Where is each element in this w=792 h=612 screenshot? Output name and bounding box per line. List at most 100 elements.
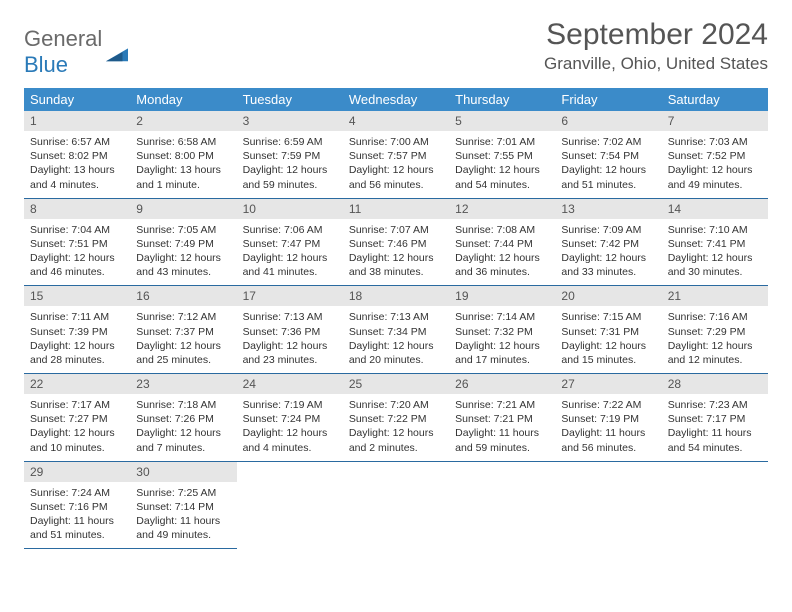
sunrise-line: Sunrise: 7:04 AM bbox=[30, 223, 124, 237]
day-number: 18 bbox=[343, 286, 449, 306]
sunrise-line: Sunrise: 7:02 AM bbox=[561, 135, 655, 149]
weekday-header: Friday bbox=[555, 88, 661, 111]
day-body: Sunrise: 7:10 AMSunset: 7:41 PMDaylight:… bbox=[662, 219, 768, 280]
day-cell: 18Sunrise: 7:13 AMSunset: 7:34 PMDayligh… bbox=[343, 286, 449, 374]
day-cell bbox=[343, 462, 449, 550]
sunrise-line: Sunrise: 7:08 AM bbox=[455, 223, 549, 237]
sunset-line: Sunset: 7:52 PM bbox=[668, 149, 762, 163]
daylight-line: Daylight: 12 hours and 17 minutes. bbox=[455, 339, 549, 367]
sunrise-line: Sunrise: 7:03 AM bbox=[668, 135, 762, 149]
sunset-line: Sunset: 7:41 PM bbox=[668, 237, 762, 251]
day-body: Sunrise: 7:08 AMSunset: 7:44 PMDaylight:… bbox=[449, 219, 555, 280]
day-cell: 1Sunrise: 6:57 AMSunset: 8:02 PMDaylight… bbox=[24, 111, 130, 199]
day-cell: 8Sunrise: 7:04 AMSunset: 7:51 PMDaylight… bbox=[24, 199, 130, 287]
sunrise-line: Sunrise: 7:19 AM bbox=[243, 398, 337, 412]
day-number: 24 bbox=[237, 374, 343, 394]
day-body: Sunrise: 7:23 AMSunset: 7:17 PMDaylight:… bbox=[662, 394, 768, 455]
day-cell: 23Sunrise: 7:18 AMSunset: 7:26 PMDayligh… bbox=[130, 374, 236, 462]
day-cell: 16 Sunrise: 7:12 AMSunset: 7:37 PMDayligh… bbox=[130, 286, 236, 374]
weekday-header: Monday bbox=[130, 88, 236, 111]
daylight-line: Daylight: 11 hours and 49 minutes. bbox=[136, 514, 230, 542]
day-number: 4 bbox=[343, 111, 449, 131]
day-body: Sunrise: 7:14 AMSunset: 7:32 PMDaylight:… bbox=[449, 306, 555, 367]
day-body: Sunrise: 7:07 AMSunset: 7:46 PMDaylight:… bbox=[343, 219, 449, 280]
daylight-line: Daylight: 12 hours and 4 minutes. bbox=[243, 426, 337, 454]
day-number: 17 bbox=[237, 286, 343, 306]
sunset-line: Sunset: 7:55 PM bbox=[455, 149, 549, 163]
day-cell: 10Sunrise: 7:06 AMSunset: 7:47 PMDayligh… bbox=[237, 199, 343, 287]
sunrise-line: Sunrise: 7:12 AM bbox=[136, 310, 230, 324]
day-body: Sunrise: 6:58 AMSunset: 8:00 PMDaylight:… bbox=[130, 131, 236, 192]
days-grid: 1Sunrise: 6:57 AMSunset: 8:02 PMDaylight… bbox=[24, 111, 768, 549]
daylight-line: Daylight: 12 hours and 10 minutes. bbox=[30, 426, 124, 454]
header: General Blue September 2024 Granville, O… bbox=[24, 18, 768, 78]
day-cell: 26Sunrise: 7:21 AMSunset: 7:21 PMDayligh… bbox=[449, 374, 555, 462]
sunset-line: Sunset: 7:37 PM bbox=[136, 325, 230, 339]
logo-blue: Blue bbox=[24, 52, 68, 77]
sunrise-line: Sunrise: 7:17 AM bbox=[30, 398, 124, 412]
logo-triangle-icon bbox=[106, 44, 128, 62]
daylight-line: Daylight: 12 hours and 2 minutes. bbox=[349, 426, 443, 454]
sunrise-line: Sunrise: 7:06 AM bbox=[243, 223, 337, 237]
day-cell: 28Sunrise: 7:23 AMSunset: 7:17 PMDayligh… bbox=[662, 374, 768, 462]
sunset-line: Sunset: 7:26 PM bbox=[136, 412, 230, 426]
sunset-line: Sunset: 7:32 PM bbox=[455, 325, 549, 339]
day-body: Sunrise: 7:15 AMSunset: 7:31 PMDaylight:… bbox=[555, 306, 661, 367]
day-cell: 22Sunrise: 7:17 AMSunset: 7:27 PMDayligh… bbox=[24, 374, 130, 462]
day-cell: 21Sunrise: 7:16 AMSunset: 7:29 PMDayligh… bbox=[662, 286, 768, 374]
daylight-line: Daylight: 12 hours and 43 minutes. bbox=[136, 251, 230, 279]
day-number: 20 bbox=[555, 286, 661, 306]
day-number: 25 bbox=[343, 374, 449, 394]
day-number: 16 bbox=[130, 286, 236, 306]
day-number: 2 bbox=[130, 111, 236, 131]
sunrise-line: Sunrise: 7:16 AM bbox=[668, 310, 762, 324]
day-number: 7 bbox=[662, 111, 768, 131]
logo: General Blue bbox=[24, 18, 128, 78]
day-cell: 15Sunrise: 7:11 AMSunset: 7:39 PMDayligh… bbox=[24, 286, 130, 374]
daylight-line: Daylight: 12 hours and 12 minutes. bbox=[668, 339, 762, 367]
sunset-line: Sunset: 7:21 PM bbox=[455, 412, 549, 426]
daylight-line: Daylight: 12 hours and 54 minutes. bbox=[455, 163, 549, 191]
day-body: Sunrise: 7:02 AMSunset: 7:54 PMDaylight:… bbox=[555, 131, 661, 192]
daylight-line: Daylight: 11 hours and 56 minutes. bbox=[561, 426, 655, 454]
daylight-line: Daylight: 12 hours and 25 minutes. bbox=[136, 339, 230, 367]
day-number: 5 bbox=[449, 111, 555, 131]
day-cell: 20Sunrise: 7:15 AMSunset: 7:31 PMDayligh… bbox=[555, 286, 661, 374]
day-number: 1 bbox=[24, 111, 130, 131]
daylight-line: Daylight: 11 hours and 54 minutes. bbox=[668, 426, 762, 454]
sunrise-line: Sunrise: 7:22 AM bbox=[561, 398, 655, 412]
day-number: 26 bbox=[449, 374, 555, 394]
day-cell: 24Sunrise: 7:19 AMSunset: 7:24 PMDayligh… bbox=[237, 374, 343, 462]
daylight-line: Daylight: 12 hours and 15 minutes. bbox=[561, 339, 655, 367]
day-cell: 9Sunrise: 7:05 AMSunset: 7:49 PMDaylight… bbox=[130, 199, 236, 287]
sunrise-line: Sunrise: 7:05 AM bbox=[136, 223, 230, 237]
sunrise-line: Sunrise: 7:09 AM bbox=[561, 223, 655, 237]
day-body: Sunrise: 7:11 AMSunset: 7:39 PMDaylight:… bbox=[24, 306, 130, 367]
sunrise-line: Sunrise: 7:23 AM bbox=[668, 398, 762, 412]
day-number: 27 bbox=[555, 374, 661, 394]
daylight-line: Daylight: 12 hours and 23 minutes. bbox=[243, 339, 337, 367]
day-number: 8 bbox=[24, 199, 130, 219]
day-body: Sunrise: 7:18 AMSunset: 7:26 PMDaylight:… bbox=[130, 394, 236, 455]
day-body: Sunrise: 7:20 AMSunset: 7:22 PMDaylight:… bbox=[343, 394, 449, 455]
day-cell: 7Sunrise: 7:03 AMSunset: 7:52 PMDaylight… bbox=[662, 111, 768, 199]
sunset-line: Sunset: 7:17 PM bbox=[668, 412, 762, 426]
day-number: 29 bbox=[24, 462, 130, 482]
daylight-line: Daylight: 12 hours and 51 minutes. bbox=[561, 163, 655, 191]
day-number: 3 bbox=[237, 111, 343, 131]
day-body: Sunrise: 7:03 AMSunset: 7:52 PMDaylight:… bbox=[662, 131, 768, 192]
daylight-line: Daylight: 12 hours and 7 minutes. bbox=[136, 426, 230, 454]
day-cell: 19Sunrise: 7:14 AMSunset: 7:32 PMDayligh… bbox=[449, 286, 555, 374]
day-body: Sunrise: 7:09 AMSunset: 7:42 PMDaylight:… bbox=[555, 219, 661, 280]
day-body: Sunrise: 7:19 AMSunset: 7:24 PMDaylight:… bbox=[237, 394, 343, 455]
day-body: Sunrise: 6:57 AMSunset: 8:02 PMDaylight:… bbox=[24, 131, 130, 192]
weekday-header: Saturday bbox=[662, 88, 768, 111]
sunset-line: Sunset: 7:47 PM bbox=[243, 237, 337, 251]
weekday-header-row: Sunday Monday Tuesday Wednesday Thursday… bbox=[24, 88, 768, 111]
sunset-line: Sunset: 7:22 PM bbox=[349, 412, 443, 426]
day-cell bbox=[449, 462, 555, 550]
title-block: September 2024 Granville, Ohio, United S… bbox=[544, 18, 768, 74]
daylight-line: Daylight: 12 hours and 56 minutes. bbox=[349, 163, 443, 191]
day-body: Sunrise: 7:01 AMSunset: 7:55 PMDaylight:… bbox=[449, 131, 555, 192]
day-cell: 17Sunrise: 7:13 AMSunset: 7:36 PMDayligh… bbox=[237, 286, 343, 374]
